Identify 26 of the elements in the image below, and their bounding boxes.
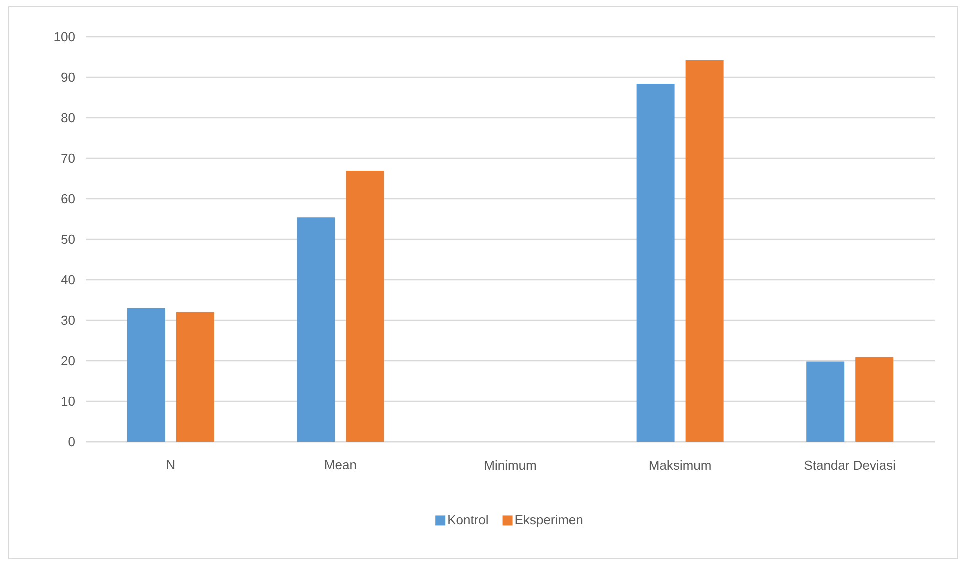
x-tick-label: Standar Deviasi	[804, 460, 896, 470]
y-tick-label: 30	[62, 316, 75, 326]
y-tick-label: 50	[62, 234, 75, 244]
x-tick-label: N	[167, 460, 175, 470]
legend-label: Kontrol	[448, 515, 488, 525]
y-tick-label: 100	[54, 32, 75, 42]
x-tick-label: Minimum	[485, 460, 536, 470]
bar	[686, 60, 724, 442]
y-tick-label: 10	[62, 396, 75, 406]
bar	[856, 357, 894, 442]
y-tick-label: 80	[62, 113, 75, 123]
bar	[297, 218, 336, 442]
y-tick-label: 20	[62, 356, 75, 366]
y-tick-label: 0	[68, 437, 75, 447]
bar	[636, 84, 675, 442]
bar	[176, 312, 214, 442]
y-tick-label: 70	[62, 154, 75, 164]
y-tick-label: 40	[61, 275, 75, 285]
bar	[806, 362, 845, 442]
x-tick-label: Maksimum	[650, 460, 711, 470]
legend-label: Eksperimen	[516, 515, 583, 528]
bar	[127, 308, 166, 442]
x-tick-label: Mean	[326, 460, 356, 470]
y-tick-label: 90	[62, 72, 75, 82]
bar	[346, 171, 384, 442]
y-tick-label: 60	[62, 194, 75, 204]
